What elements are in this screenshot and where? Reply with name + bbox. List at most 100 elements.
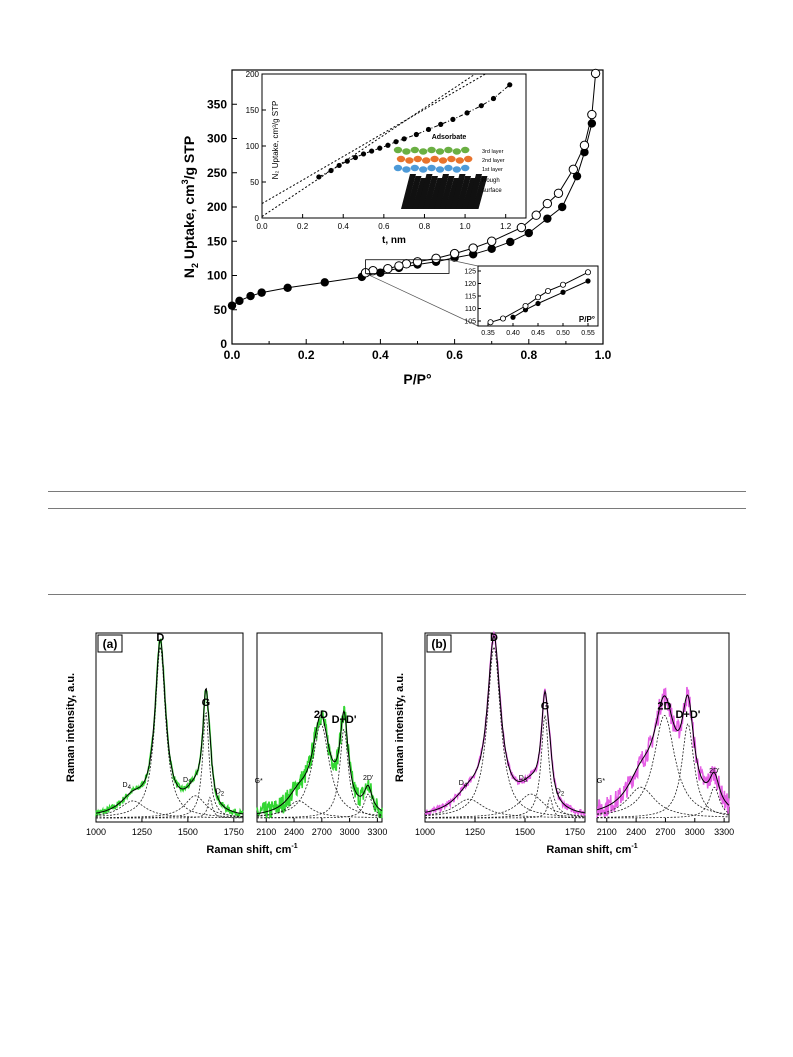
peak-label-subscript: 4 [464, 783, 468, 789]
peak-label: 2D [314, 709, 328, 721]
desorption-point [587, 109, 597, 120]
raman-subplot: 2100 2400 2700 3000 3300 G* 2D D+D' 2D' Raman shi… [546, 632, 734, 856]
adsorbate-molecule [435, 148, 445, 155]
adsorbate-molecule [402, 166, 411, 173]
inset-t-y-tick-label: 0 [255, 214, 260, 223]
peak-label-text: 2D [657, 700, 671, 712]
schematic-surface-label: Rough [482, 178, 500, 184]
raman-spectrum [256, 705, 383, 820]
adsorbate-molecule [461, 146, 470, 154]
inset-t-point [316, 174, 322, 180]
fit-component [256, 723, 383, 817]
raman-subplot: 2100 2400 2700 3000 3300 G* 2D D+D' 2D' Raman shi… [206, 632, 387, 856]
peak-label-text: D [490, 632, 498, 644]
adsorbate-molecule [427, 164, 436, 172]
peak-label: D4 [459, 780, 468, 789]
peak-label-subscript: 2 [561, 791, 565, 797]
adsorbate-molecule [435, 166, 445, 173]
surface-stripe [445, 178, 460, 209]
surface-stripe [467, 174, 482, 209]
adsorption-point [227, 301, 237, 310]
y-axis-label: N2 Uptake, cm3/g STP [180, 136, 200, 278]
inset-zoom-adsorption-point [510, 314, 516, 320]
subplot-frame [596, 632, 730, 823]
peak-label: D4 [123, 782, 132, 791]
y-tick-label: 50 [214, 303, 228, 317]
adsorbate-molecule [393, 146, 403, 154]
y-label-subscript: 2 [190, 263, 200, 268]
adsorbate-molecule [413, 155, 422, 163]
fit-component [96, 795, 244, 818]
adsorption-point [587, 119, 597, 128]
adsorbate-molecule [402, 148, 411, 155]
surface-stripe [472, 176, 488, 209]
fit-envelope [596, 694, 730, 811]
schematic-layer-label: 1st layer [482, 167, 503, 173]
inset-t-x-tick-label: 0.2 [297, 222, 309, 231]
y-axis-label: Raman intensity, a.u. [65, 673, 77, 782]
inset-zoom-y-tick-label: 110 [465, 306, 476, 313]
peak-label-text: 2D [314, 709, 328, 721]
y-axis-label: Raman intensity, a.u. [394, 673, 406, 782]
peak-label: 2D' [709, 768, 719, 775]
inset-t-point [490, 95, 497, 102]
x-tick-label: 3000 [685, 827, 705, 837]
desorption-point [553, 188, 564, 199]
surface-stripe [434, 174, 449, 209]
peak-label-subscript: 2 [221, 791, 225, 797]
adsorbate-molecule [430, 155, 439, 163]
peak-label-text: D+D' [332, 714, 357, 726]
peak-label-text: G [541, 700, 550, 712]
inset-t-point [352, 154, 359, 161]
x-axis-label-superscript: -1 [291, 843, 297, 850]
inset-t-point [450, 116, 456, 122]
adsorption-point [506, 237, 515, 247]
inset-t-x-tick-label: 0.4 [338, 222, 350, 231]
panel-tag-box [97, 634, 123, 653]
surface-stripe [428, 178, 444, 209]
peak-label-subscript: 4 [128, 785, 132, 791]
x-tick-label: 1500 [178, 827, 198, 837]
desorption-point [516, 222, 527, 233]
peak-label: D3 [519, 775, 528, 784]
fit-component [424, 798, 585, 818]
adsorbate-molecule [461, 164, 470, 172]
x-axis-label: Raman shift, cm-1 [206, 843, 297, 856]
surface-stripe [439, 176, 455, 209]
peak-label: 2D' [363, 775, 373, 782]
subplot-frame [95, 632, 244, 823]
panel-tag: (a) [103, 637, 118, 651]
panel-tag-box [426, 634, 452, 653]
rough-surface [401, 174, 488, 209]
inset-t-x-tick-label: 1.0 [460, 222, 472, 231]
inset-zoom-desorption-point [585, 269, 592, 276]
x-axis-label-superscript: -1 [631, 843, 637, 850]
inset-t-point [336, 162, 342, 169]
x-tick-label: 3300 [714, 827, 734, 837]
desorption-point [383, 263, 393, 274]
adsorption-point [487, 244, 496, 253]
inset-zoom-y-tick-label: 115 [465, 294, 476, 301]
adsorbate-molecule [444, 146, 453, 154]
x-tick-label: 2700 [312, 827, 332, 837]
surface-stripe [423, 176, 438, 209]
inset-t-point [425, 126, 432, 133]
fit-component [597, 786, 730, 819]
desorption-point [568, 164, 579, 175]
peak-label: D2 [556, 788, 565, 797]
x-tick-label: 1000 [86, 827, 106, 837]
x-tick-label: 3000 [340, 827, 360, 837]
adsorbate-molecule [419, 166, 428, 173]
surface-stripe [401, 174, 416, 209]
fit-envelope [424, 634, 586, 814]
inset-t-point [507, 82, 513, 88]
inset-zoom-desorption-point [545, 287, 552, 294]
peak-label-text: D [123, 782, 128, 789]
peak-label: 2D [657, 700, 671, 712]
peak-label: G [202, 697, 211, 709]
adsorption-point [524, 228, 533, 238]
peak-label-text: D [519, 775, 524, 782]
inset-t-point [385, 142, 391, 148]
x-tick-label: 1250 [132, 827, 152, 837]
x-tick-label: 0.4 [372, 348, 389, 362]
